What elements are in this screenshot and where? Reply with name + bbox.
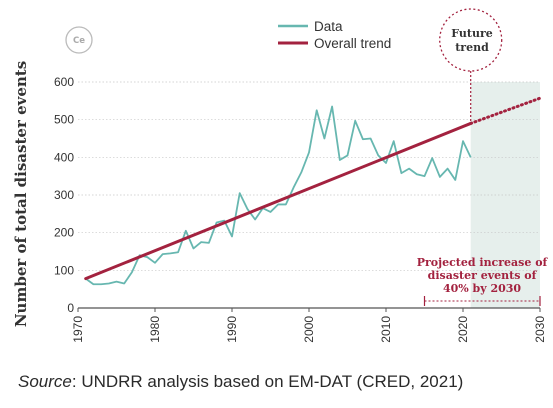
x-tick-label: 1970: [71, 316, 85, 343]
legend-label-data: Data: [314, 19, 343, 34]
future-trend-line-2: trend: [455, 41, 489, 54]
y-tick-label: 400: [54, 150, 74, 164]
y-tick-label: 300: [54, 188, 74, 202]
projection-text-line-1: Projected increase of: [417, 256, 549, 269]
y-tick-label: 0: [67, 301, 74, 315]
future-trend-callout: Future trend: [439, 8, 503, 122]
projection-span-bracket: [423, 296, 541, 306]
source-note: Source: UNDRR analysis based on EM-DAT (…: [18, 372, 463, 392]
trend-projection-line: [469, 96, 542, 125]
series-layer: [84, 96, 542, 286]
projection-annotation: Projected increase of disaster events of…: [417, 256, 549, 306]
logo: Ce: [65, 26, 93, 54]
y-tick-label: 100: [54, 263, 74, 277]
source-text: : UNDRR analysis based on EM-DAT (CRED, …: [71, 372, 464, 391]
y-tick-label: 500: [54, 113, 74, 127]
source-label: Source: [18, 372, 72, 391]
y-tick-label: 200: [54, 226, 74, 240]
x-tick-label: 2010: [379, 316, 393, 343]
legend: Data Overall trend: [278, 19, 391, 51]
logo-text: Ce: [73, 36, 85, 46]
data-series-line: [85, 105, 472, 286]
future-trend-line-1: Future: [451, 27, 493, 40]
projection-text-line-2: disaster events of: [428, 269, 538, 282]
y-axis-label: Number of total disaster events: [12, 61, 30, 327]
x-tick-label: 2030: [533, 316, 547, 343]
x-tick-label: 2020: [456, 316, 470, 343]
legend-label-trend: Overall trend: [314, 36, 391, 51]
x-tick-label: 2000: [302, 316, 316, 343]
y-tick-layer: 0 100 200 300 400 500 600: [54, 75, 74, 315]
projection-text-line-3: 40% by 2030: [443, 282, 521, 295]
trend-line: [84, 121, 473, 281]
x-tick-label: 1980: [148, 316, 162, 343]
x-tick-layer: 1970 1980 1990 2000 2010 2020 2030: [71, 308, 547, 343]
y-tick-label: 600: [54, 75, 74, 89]
x-tick-label: 1990: [225, 316, 239, 343]
future-trend-circle: [439, 8, 503, 72]
